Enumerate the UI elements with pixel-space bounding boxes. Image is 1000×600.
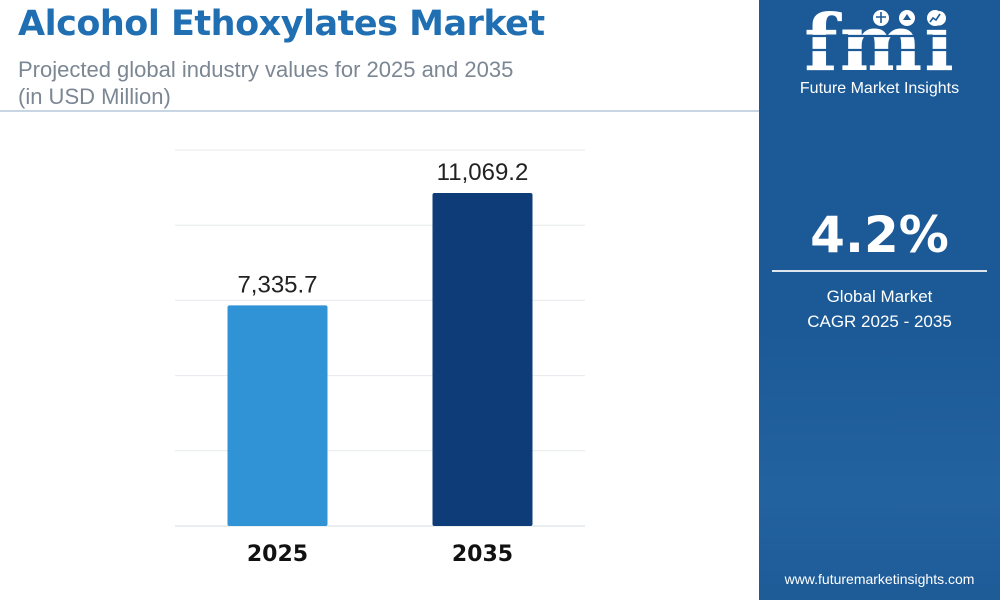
bar-2035 xyxy=(432,193,533,527)
cagr-label-line-1: Global Market xyxy=(826,287,933,306)
cagr-value: 4.2% xyxy=(810,206,949,264)
bar-chart: 7,335.7 11,069.2 2025 2035 xyxy=(175,149,585,567)
sidebar-panel: fmi Future Market Insights 4.2% Global M… xyxy=(759,0,1000,600)
x-tick-2035: 2035 xyxy=(452,542,513,567)
cagr-label-line-2: CAGR 2025 - 2035 xyxy=(807,312,952,331)
bars xyxy=(227,193,533,527)
cagr-divider xyxy=(772,270,987,272)
cagr-label: Global Market CAGR 2025 - 2035 xyxy=(759,284,1000,334)
chart-title: Alcohol Ethoxylates Market xyxy=(18,4,545,44)
bar-2025 xyxy=(227,305,328,526)
data-labels: 7,335.7 11,069.2 xyxy=(237,159,528,298)
chart-icon xyxy=(927,10,943,26)
fmi-logo: fmi xyxy=(795,6,965,78)
website-url[interactable]: www.futuremarketinsights.com xyxy=(784,571,975,587)
data-label-2025: 7,335.7 xyxy=(237,271,317,298)
logo-subtitle: Future Market Insights xyxy=(799,80,960,97)
chart-subtitle: Projected global industry values for 202… xyxy=(18,56,658,110)
subtitle-line-1: Projected global industry values for 202… xyxy=(18,57,514,82)
subtitle-line-2: (in USD Million) xyxy=(18,84,171,109)
x-tick-labels: 2025 2035 xyxy=(247,542,513,567)
x-tick-2025: 2025 xyxy=(247,542,308,567)
header-divider xyxy=(0,110,760,112)
data-label-2035: 11,069.2 xyxy=(437,159,529,186)
